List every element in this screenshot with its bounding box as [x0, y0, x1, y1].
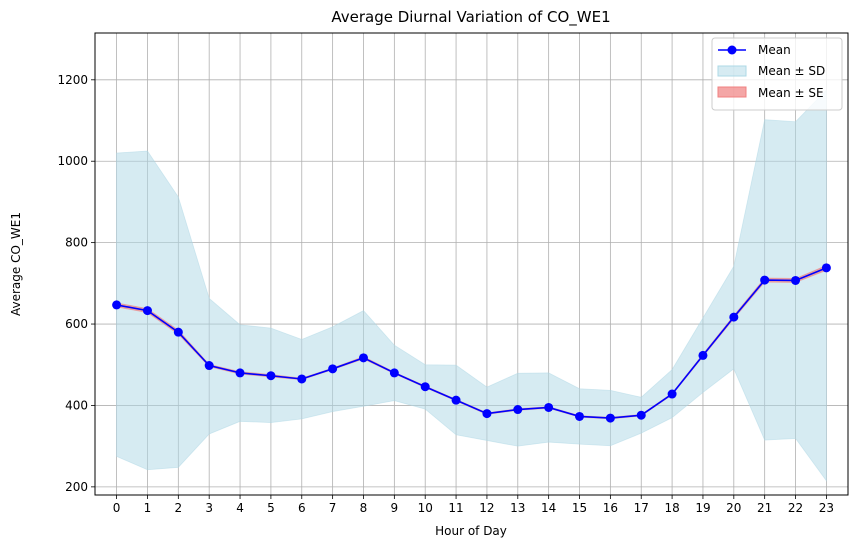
x-tick-label: 2 — [175, 501, 183, 515]
mean-point — [112, 300, 122, 310]
mean-line — [116, 267, 827, 419]
mean-point — [451, 395, 461, 405]
mean-point — [235, 368, 245, 378]
plot-frame — [94, 32, 849, 496]
y-tick-label: 1200 — [57, 73, 88, 87]
y-tick-label: 600 — [65, 317, 88, 331]
y-tick-label: 800 — [65, 236, 88, 250]
y-tick-label: 400 — [65, 398, 88, 412]
x-tick-label: 20 — [726, 501, 741, 515]
legend-mean-label: Mean — [758, 43, 791, 57]
legend-sd-label: Mean ± SD — [758, 64, 825, 78]
y-tick-label: 200 — [65, 480, 88, 494]
mean-point — [389, 368, 399, 378]
mean-point — [760, 275, 770, 285]
y-tick-label: 1000 — [57, 154, 88, 168]
x-tick-label: 13 — [510, 501, 525, 515]
mean-point — [729, 312, 739, 322]
mean-point — [297, 374, 307, 384]
x-tick-label: 1 — [144, 501, 152, 515]
x-tick-label: 14 — [541, 501, 556, 515]
mean-series — [112, 263, 831, 423]
x-tick-label: 17 — [634, 501, 649, 515]
x-tick-label: 21 — [757, 501, 772, 515]
x-axis-label: Hour of Day — [435, 524, 507, 538]
chart-title: Average Diurnal Variation of CO_WE1 — [331, 8, 610, 27]
y-axis-label: Average CO_WE1 — [9, 212, 23, 316]
x-tick-label: 4 — [236, 501, 244, 515]
x-tick-label: 19 — [695, 501, 710, 515]
x-tick-label: 16 — [603, 501, 618, 515]
legend-se-swatch — [717, 86, 747, 98]
x-tick-label: 12 — [479, 501, 494, 515]
mean-point — [266, 371, 276, 381]
mean-point — [482, 409, 492, 419]
mean-point — [513, 405, 523, 415]
legend: Mean Mean ± SD Mean ± SE — [711, 37, 843, 111]
x-tick-label: 7 — [329, 501, 337, 515]
mean-point — [358, 353, 368, 363]
mean-point — [605, 413, 615, 423]
mean-point — [667, 389, 677, 399]
x-tick-label: 3 — [205, 501, 213, 515]
legend-sd-swatch — [717, 65, 747, 77]
mean-point — [698, 350, 708, 360]
sd-band — [116, 89, 827, 482]
mean-point — [636, 410, 646, 420]
x-tick-label: 15 — [572, 501, 587, 515]
mean-point — [575, 411, 585, 421]
mean-point — [328, 364, 338, 374]
x-tick-label: 9 — [391, 501, 399, 515]
mean-point — [544, 402, 554, 412]
x-tick-label: 23 — [819, 501, 834, 515]
legend-se-label: Mean ± SE — [758, 86, 824, 100]
x-tick-label: 6 — [298, 501, 306, 515]
y-axis: 200 400 600 800 1000 1200 — [57, 73, 95, 494]
x-tick-label: 11 — [448, 501, 463, 515]
x-tick-label: 18 — [664, 501, 679, 515]
mean-point — [173, 327, 183, 337]
legend-mean-marker — [727, 45, 737, 55]
mean-point — [791, 275, 801, 285]
mean-point — [420, 382, 430, 392]
x-axis: 0 1 2 3 4 5 6 7 8 9 10 11 12 13 14 15 16 17 18 19 20 21 22 23 — [113, 495, 834, 515]
x-tick-label: 5 — [267, 501, 275, 515]
x-tick-label: 22 — [788, 501, 803, 515]
x-tick-label: 0 — [113, 501, 121, 515]
x-tick-label: 10 — [418, 501, 433, 515]
mean-point — [821, 263, 831, 273]
x-tick-label: 8 — [360, 501, 368, 515]
mean-point — [142, 306, 152, 316]
mean-point — [204, 361, 214, 371]
